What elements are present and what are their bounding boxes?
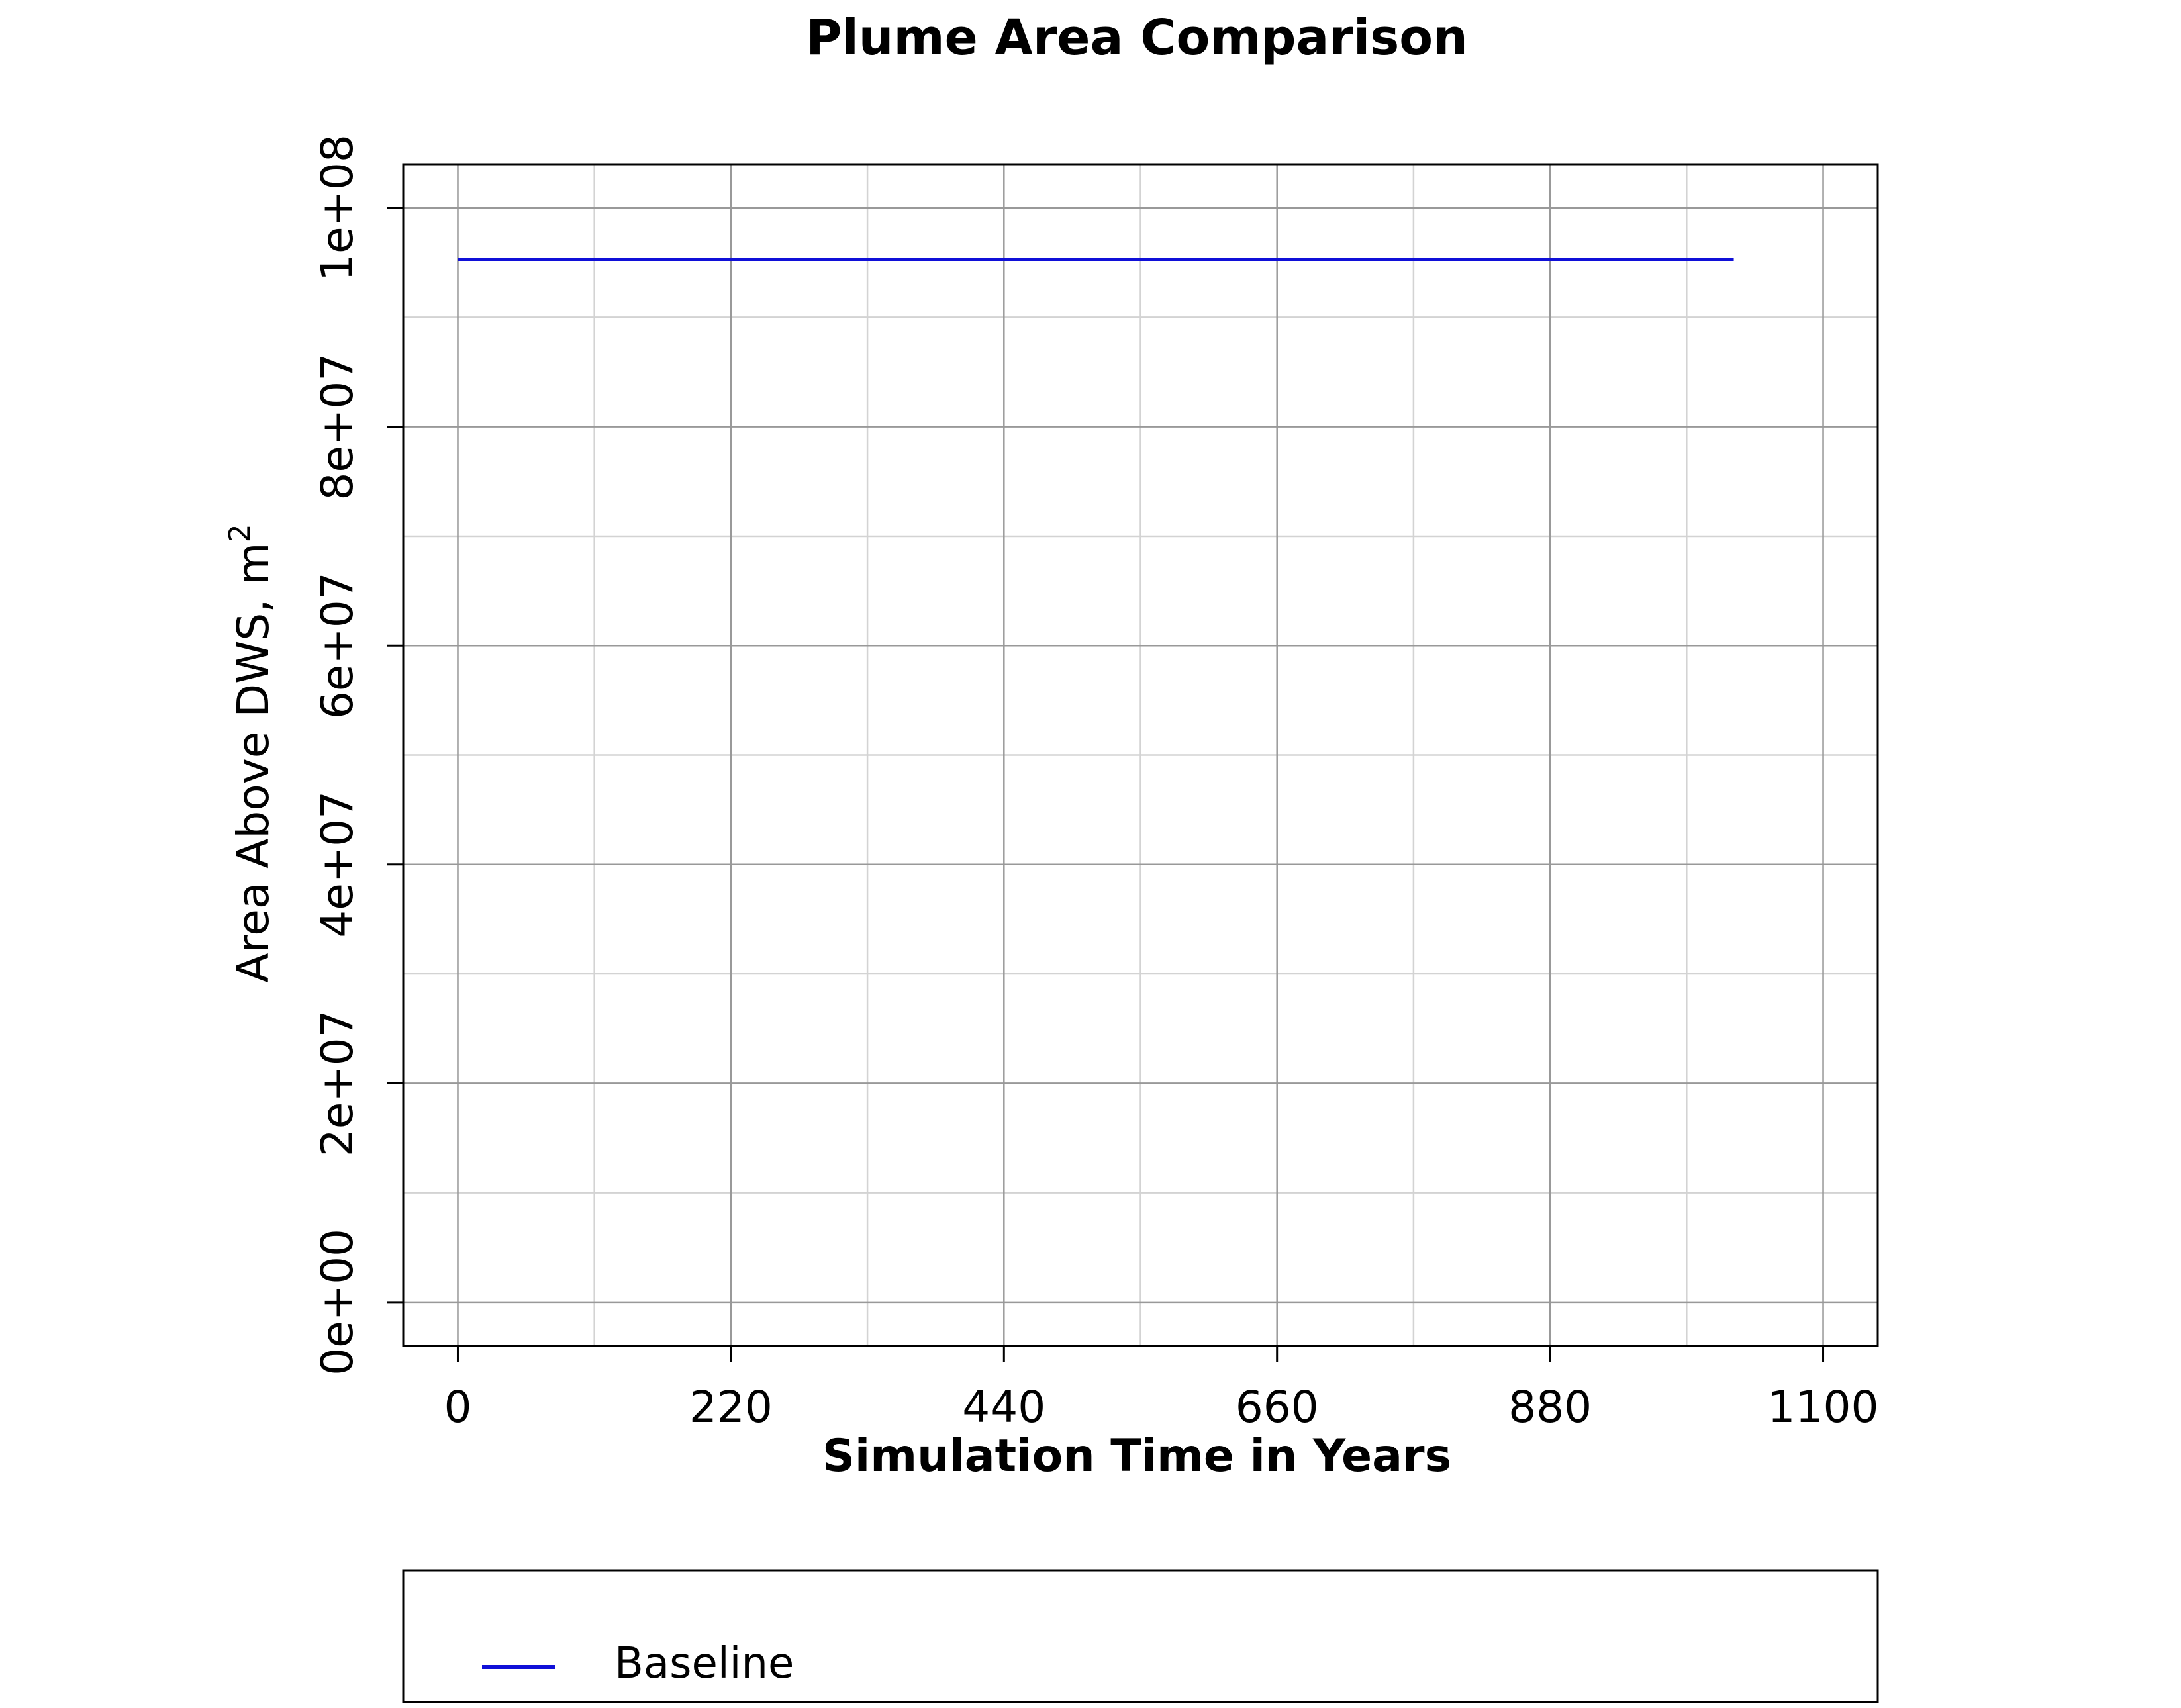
x-tick-label: 0	[444, 1382, 471, 1433]
x-tick-label: 880	[1508, 1382, 1592, 1433]
x-axis-label: Simulation Time in Years	[822, 1430, 1451, 1482]
y-axis: 0e+00 2e+07 4e+07 6e+07 8e+07 1e+08	[312, 134, 403, 1376]
legend-box	[402, 1569, 1879, 1703]
y-tick-label: 1e+08	[312, 134, 363, 281]
legend: Baseline	[402, 1569, 1879, 1703]
x-tick-label: 660	[1236, 1382, 1319, 1433]
y-tick-label: 8e+07	[312, 354, 363, 500]
y-tick-label: 0e+00	[312, 1229, 363, 1376]
y-tick-label: 2e+07	[312, 1010, 363, 1157]
y-axis-label-superscript: 2	[223, 524, 257, 542]
minor-grid	[403, 164, 1878, 1346]
chart-title: Plume Area Comparison	[806, 9, 1468, 66]
y-axis-label: Area Above DWS, m2	[223, 524, 279, 982]
x-tick-label: 440	[962, 1382, 1045, 1433]
major-grid	[403, 164, 1878, 1346]
plot-area-frame	[402, 163, 1879, 1347]
y-tick-label: 6e+07	[312, 572, 363, 719]
x-tick-label: 1100	[1768, 1382, 1879, 1433]
x-axis: 0 220 440 660 880 1100	[444, 1346, 1879, 1433]
legend-label-baseline: Baseline	[614, 1639, 794, 1688]
y-tick-label: 4e+07	[312, 791, 363, 938]
x-tick-label: 220	[689, 1382, 773, 1433]
y-axis-label-text: Area Above DWS, m	[228, 542, 279, 982]
